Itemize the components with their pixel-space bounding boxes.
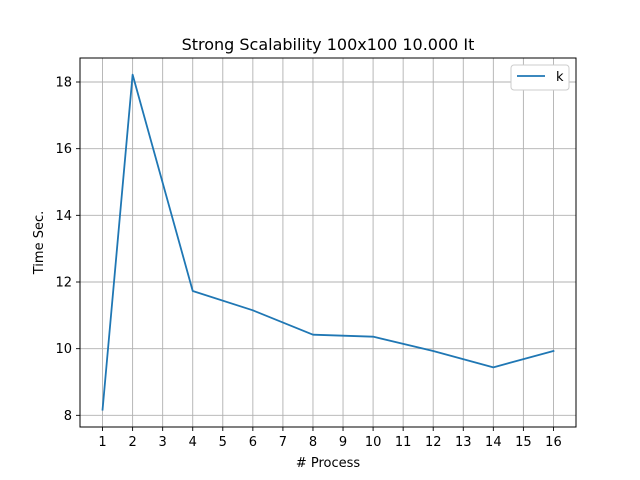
x-tick-label: 9	[339, 435, 347, 450]
y-axis-ticks: 8 10 12 14 16 18	[55, 76, 80, 424]
legend-label-k: k	[556, 70, 564, 85]
grid-lines	[80, 58, 576, 427]
y-tick-label: 14	[55, 209, 72, 224]
x-tick-label: 15	[515, 435, 532, 450]
x-tick-label: 4	[189, 435, 197, 450]
x-tick-label: 13	[455, 435, 472, 450]
x-tick-label: 7	[279, 435, 287, 450]
x-tick-label: 2	[128, 435, 136, 450]
x-tick-label: 5	[219, 435, 227, 450]
y-tick-label: 18	[55, 76, 72, 91]
y-tick-label: 12	[55, 276, 72, 291]
series-layer	[101, 73, 555, 411]
legend: k	[510, 64, 570, 91]
x-tick-label: 6	[249, 435, 257, 450]
y-axis-label: Time Sec.	[32, 211, 47, 275]
y-tick-label: 16	[55, 142, 72, 157]
series-line-k	[101, 73, 555, 411]
x-tick-label: 8	[309, 435, 317, 450]
x-tick-label: 1	[98, 435, 106, 450]
legend-box	[510, 64, 570, 91]
y-tick-label: 8	[64, 409, 72, 424]
x-axis-label: # Process	[296, 456, 361, 471]
x-tick-label: 16	[545, 435, 562, 450]
y-tick-label: 10	[55, 342, 72, 357]
x-tick-label: 12	[425, 435, 442, 450]
x-tick-label: 10	[365, 435, 382, 450]
x-tick-label: 3	[159, 435, 167, 450]
x-tick-label: 14	[485, 435, 502, 450]
x-tick-label: 11	[395, 435, 412, 450]
x-axis-ticks: 1 2 3 4 5 6 7 8 9 10 11 12 13 14 15 16	[98, 427, 562, 450]
chart-title: Strong Scalability 100x100 10.000 It	[182, 35, 475, 54]
plot-frame	[79, 57, 577, 428]
